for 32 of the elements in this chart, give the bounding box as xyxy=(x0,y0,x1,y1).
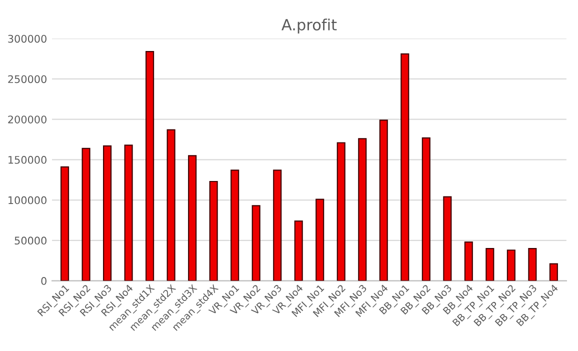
bar xyxy=(124,144,133,281)
bar xyxy=(209,180,218,281)
bar xyxy=(358,138,367,281)
bar xyxy=(166,129,176,281)
bar xyxy=(146,50,154,281)
bar xyxy=(443,196,452,281)
bar xyxy=(379,120,388,281)
bar xyxy=(252,205,260,281)
bar xyxy=(506,250,516,281)
bar xyxy=(549,263,558,281)
bar xyxy=(486,248,494,281)
bar xyxy=(230,170,240,281)
bar xyxy=(400,53,410,281)
y-tick-label: 200000 xyxy=(8,116,46,124)
y-tick-label: 0 xyxy=(41,277,46,285)
bar xyxy=(60,166,70,281)
bar xyxy=(294,220,303,281)
bar xyxy=(188,155,197,281)
bar xyxy=(464,241,473,281)
y-tick-label: 100000 xyxy=(8,196,46,204)
y-tick-label: 300000 xyxy=(8,34,46,43)
bar xyxy=(422,137,430,281)
bar xyxy=(273,170,282,281)
y-tick-label: 50000 xyxy=(14,236,46,245)
chart-title: A.profit xyxy=(282,18,337,34)
bar xyxy=(316,198,324,281)
bar xyxy=(528,248,537,281)
bar xyxy=(336,142,346,281)
bar xyxy=(103,145,112,281)
y-tick-label: 250000 xyxy=(8,75,46,84)
y-tick-label: 150000 xyxy=(8,156,46,164)
bar xyxy=(82,148,90,281)
